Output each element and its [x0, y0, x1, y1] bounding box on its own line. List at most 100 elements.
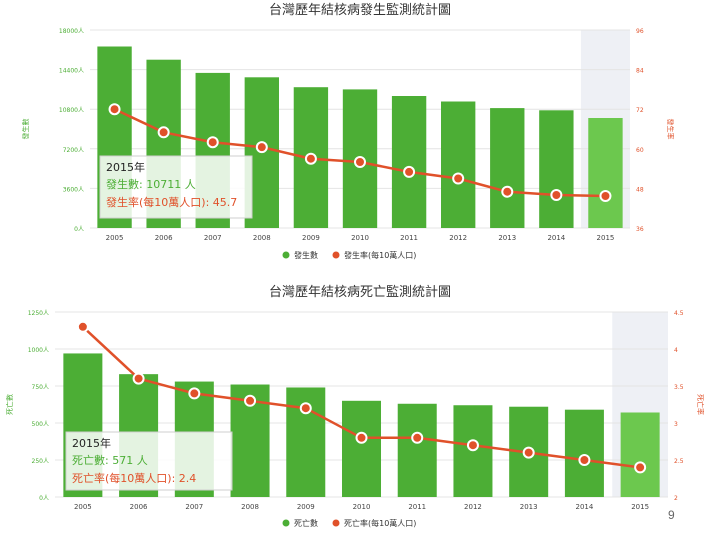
tooltip-box — [65, 431, 233, 491]
left-tick-label: 750人 — [32, 384, 49, 391]
right-axis-title: 發生率 — [666, 119, 675, 140]
chart-1: 台灣歷年結核病發生監測統計圖 0人 36 3600人 48 7200人 60 10800人 72… — [21, 2, 675, 260]
right-tick-label: 72 — [636, 107, 644, 114]
right-tick-label: 2 — [674, 495, 678, 502]
chart-title: 台灣歷年結核病死亡監測統計圖 — [269, 284, 451, 300]
category-label: 2011 — [400, 234, 418, 242]
category-label: 2012 — [449, 234, 467, 242]
right-tick-label: 48 — [636, 186, 644, 193]
left-tick-label: 0人 — [39, 495, 49, 502]
legend-marker-bar — [282, 251, 290, 259]
line-point — [578, 454, 591, 466]
bar — [391, 96, 427, 228]
line-point — [354, 156, 366, 168]
left-tick-label: 1000人 — [28, 347, 49, 354]
line-point — [411, 431, 424, 444]
left-axis-title: 發生數 — [21, 119, 30, 140]
right-tick-label: 36 — [636, 226, 644, 233]
category-label: 2014 — [575, 503, 593, 511]
line-point — [466, 439, 479, 452]
line-point — [132, 372, 145, 385]
line-point — [244, 394, 257, 407]
category-label: 2010 — [353, 503, 371, 511]
left-tick-label: 14400人 — [59, 68, 84, 75]
line-point — [550, 189, 563, 201]
left-tick-label: 7200人 — [63, 147, 84, 154]
bar — [588, 118, 623, 228]
line-point — [634, 461, 647, 474]
bar — [441, 101, 476, 228]
bar — [620, 412, 660, 497]
line-point — [304, 152, 317, 165]
category-label: 2007 — [185, 503, 203, 511]
tooltip-rate: 發生率(每10萬人口): 45.7 — [106, 195, 237, 209]
chart-2: 台灣歷年結核病死亡監測統計圖 0人 2 250人 2.5 500人 3 750人 3.5 1000… — [5, 284, 705, 528]
right-tick-label: 4 — [674, 347, 678, 354]
line-point — [403, 165, 416, 178]
category-label: 2005 — [74, 503, 92, 511]
tooltip-rate: 死亡率(每10萬人口): 2.4 — [72, 471, 196, 485]
line-point — [76, 320, 89, 333]
line-point — [206, 136, 219, 149]
left-tick-label: 3600人 — [63, 186, 84, 193]
line-point — [108, 103, 121, 116]
right-tick-label: 84 — [636, 68, 644, 75]
left-tick-label: 1250人 — [28, 310, 49, 317]
right-axis-title: 死亡率 — [696, 394, 705, 415]
right-tick-label: 3 — [674, 421, 678, 428]
category-label: 2007 — [204, 234, 222, 242]
legend-label: 發生數 — [294, 250, 318, 260]
line-point — [157, 126, 170, 139]
left-tick-label: 500人 — [32, 421, 49, 428]
category-label: 2015 — [597, 234, 615, 242]
category-label: 2006 — [155, 234, 173, 242]
left-axis-title: 死亡數 — [5, 394, 14, 415]
legend-marker-line — [332, 519, 340, 527]
left-tick-label: 0人 — [74, 226, 84, 233]
tooltip-count: 死亡數: 571 人 — [72, 453, 148, 467]
bar — [564, 409, 604, 497]
line-point — [599, 189, 612, 202]
category-label: 2005 — [106, 234, 124, 242]
legend-marker-line — [332, 251, 340, 259]
line-point — [501, 185, 514, 198]
bar — [341, 400, 382, 497]
category-label: 2011 — [408, 503, 426, 511]
left-tick-label: 250人 — [32, 458, 49, 465]
legend-marker-bar — [282, 519, 290, 527]
right-tick-label: 3.5 — [674, 384, 684, 391]
category-label: 2013 — [520, 503, 538, 511]
category-label: 2009 — [297, 503, 315, 511]
chart-title: 台灣歷年結核病發生監測統計圖 — [269, 2, 451, 18]
tooltip-count: 發生數: 10711 人 — [106, 177, 196, 191]
tooltip-title: 2015年 — [106, 160, 145, 174]
line-point — [255, 141, 268, 154]
bar — [539, 110, 574, 228]
line-point — [188, 387, 201, 400]
legend-label: 發生率(每10萬人口) — [344, 250, 416, 260]
legend-label: 死亡率(每10萬人口) — [344, 518, 416, 528]
category-label: 2010 — [351, 234, 369, 242]
line-point — [299, 402, 312, 415]
right-tick-label: 4.5 — [674, 310, 684, 317]
left-tick-label: 18000人 — [59, 28, 84, 35]
category-label: 2014 — [547, 234, 565, 242]
line-point — [522, 446, 535, 459]
category-label: 2008 — [253, 234, 271, 242]
right-tick-label: 96 — [636, 28, 644, 35]
category-label: 2012 — [464, 503, 482, 511]
bar — [490, 108, 525, 228]
tooltip-box — [99, 155, 253, 219]
category-label: 2015 — [631, 503, 649, 511]
category-label: 2006 — [130, 503, 148, 511]
right-tick-label: 60 — [636, 147, 644, 154]
line-point — [355, 431, 368, 444]
category-label: 2008 — [241, 503, 259, 511]
page-number: 9 — [668, 508, 675, 522]
bar — [397, 403, 437, 497]
left-tick-label: 10800人 — [59, 107, 84, 114]
tooltip-title: 2015年 — [72, 436, 111, 450]
line-point — [452, 172, 465, 185]
